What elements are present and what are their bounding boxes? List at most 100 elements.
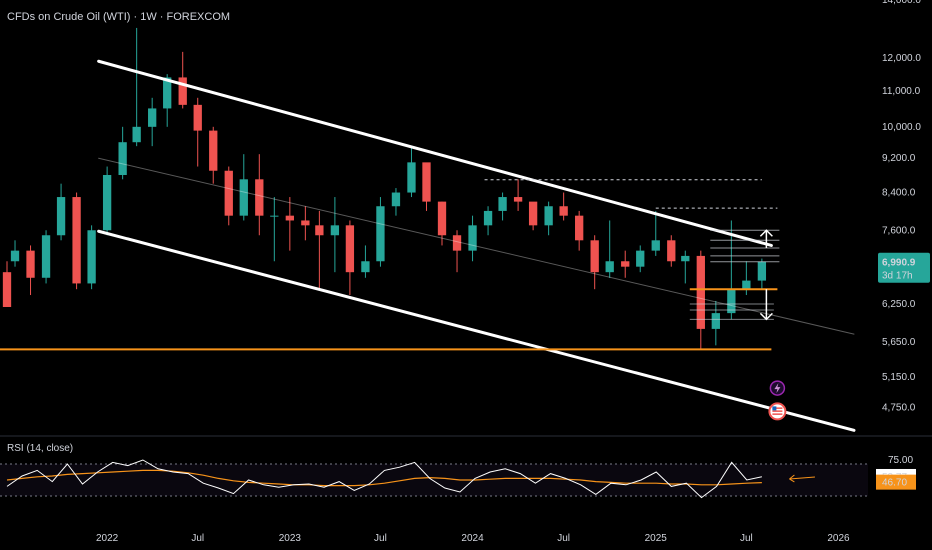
candle-body[interactable] — [163, 77, 172, 109]
channel-lower-line[interactable] — [97, 229, 856, 432]
y-tick-label: 7,600.0 — [882, 225, 916, 236]
rsi-tick-label: 75.00 — [888, 455, 913, 466]
candle-body[interactable] — [757, 261, 767, 281]
flag-canton — [772, 406, 777, 411]
x-tick-label: Jul — [374, 533, 387, 544]
candle-body[interactable] — [544, 206, 553, 226]
rsi-ma-label: 46.70 — [882, 478, 907, 489]
y-tick-label: 6,250.0 — [882, 299, 916, 310]
bar-countdown-label: 3d 17h — [882, 271, 913, 282]
candle-body[interactable] — [437, 201, 447, 236]
candle-body[interactable] — [559, 206, 568, 216]
y-tick-label: 10,000.0 — [882, 122, 921, 133]
rsi-line[interactable] — [6, 459, 762, 499]
x-tick-label: Jul — [740, 533, 753, 544]
candle-body[interactable] — [255, 179, 264, 216]
candle-body[interactable] — [148, 108, 157, 127]
candle-body[interactable] — [667, 240, 676, 262]
candle-body[interactable] — [575, 215, 584, 241]
rsi-pointer-arrow — [789, 474, 815, 483]
candle-body[interactable] — [590, 240, 599, 273]
candle-body[interactable] — [102, 175, 112, 231]
x-tick-label: 2023 — [279, 533, 302, 544]
channel-upper-line[interactable] — [97, 59, 773, 247]
candle-body[interactable] — [361, 261, 370, 273]
candle-body[interactable] — [605, 261, 614, 273]
candle-body[interactable] — [56, 197, 66, 236]
y-tick-label: 14,000.0 — [882, 0, 921, 6]
candle-body[interactable] — [742, 280, 751, 290]
us-flag-event-icon[interactable] — [768, 402, 787, 421]
candle-body[interactable] — [2, 272, 12, 307]
price-pane[interactable] — [2, 27, 767, 349]
candle-body[interactable] — [621, 261, 630, 267]
rsi-pane[interactable]: RSI (14, close) — [0, 443, 868, 499]
candle-body[interactable] — [498, 197, 507, 211]
x-tick-label: 2022 — [96, 533, 119, 544]
candle-body[interactable] — [391, 192, 401, 207]
candle-body[interactable] — [636, 250, 645, 267]
y-tick-label: 11,000.0 — [882, 86, 921, 97]
rsi-label: RSI (14, close) — [7, 443, 73, 454]
chart-title: CFDs on Crude Oil (WTI) · 1W · FOREXCOM — [7, 11, 230, 23]
flag-stripe — [772, 413, 783, 415]
rsi-band-fill — [0, 464, 868, 496]
last-price-label: 6,990.9 — [882, 258, 916, 269]
candle-body[interactable] — [727, 289, 736, 314]
rsi-ma-line[interactable] — [6, 469, 762, 487]
y-tick-label: 4,750.0 — [882, 402, 916, 413]
candle-body[interactable] — [270, 215, 279, 217]
candle-body[interactable] — [330, 225, 340, 236]
candle-body[interactable] — [696, 255, 705, 329]
x-tick-label: 2026 — [827, 533, 850, 544]
x-tick-label: Jul — [191, 533, 204, 544]
y-tick-label: 9,200.0 — [882, 153, 916, 164]
flag-stripe — [772, 407, 783, 409]
candle-body[interactable] — [132, 126, 141, 143]
candle-body[interactable] — [193, 104, 202, 131]
candle-body[interactable] — [681, 255, 690, 262]
last-price-badge[interactable] — [878, 252, 930, 283]
candle-body[interactable] — [483, 210, 493, 226]
up-arrow-icon — [759, 229, 773, 237]
y-tick-label: 5,150.0 — [882, 372, 916, 383]
candle-body[interactable] — [118, 142, 127, 176]
channel-middle-line[interactable] — [98, 157, 855, 335]
candle-body[interactable] — [376, 206, 385, 262]
candle-body[interactable] — [468, 225, 477, 251]
candle-body[interactable] — [10, 250, 20, 262]
lightning-glyph — [774, 383, 781, 394]
candle-body[interactable] — [239, 179, 248, 216]
y-tick-label: 8,400.0 — [882, 188, 916, 199]
flag-stripe — [772, 410, 783, 412]
candle-body[interactable] — [87, 230, 96, 284]
rsi-ma-badge — [876, 474, 916, 490]
x-tick-label: 2025 — [645, 533, 668, 544]
candle-body[interactable] — [407, 162, 416, 193]
candle-body[interactable] — [651, 240, 660, 251]
candle-body[interactable] — [513, 197, 523, 202]
candle-body[interactable] — [178, 77, 187, 105]
candle-body[interactable] — [26, 250, 35, 278]
candle-body[interactable] — [41, 235, 51, 278]
candle-body[interactable] — [209, 130, 218, 171]
candle-body[interactable] — [301, 220, 310, 226]
down-arrow-icon — [759, 312, 773, 321]
drawing-overlays[interactable] — [0, 59, 856, 432]
candle-body[interactable] — [72, 197, 81, 284]
x-tick-label: 2024 — [461, 533, 484, 544]
candle-body[interactable] — [224, 170, 233, 216]
candle-body[interactable] — [711, 313, 720, 329]
candle-body[interactable] — [345, 225, 355, 273]
y-tick-label: 12,000.0 — [882, 53, 921, 64]
candle-body[interactable] — [285, 215, 294, 221]
candle-body[interactable] — [422, 162, 431, 202]
candle-body[interactable] — [452, 235, 462, 251]
candle-body[interactable] — [315, 225, 324, 236]
candle-body[interactable] — [528, 201, 538, 226]
y-tick-label: 5,650.0 — [882, 337, 916, 348]
lightning-event-icon[interactable] — [769, 380, 786, 396]
